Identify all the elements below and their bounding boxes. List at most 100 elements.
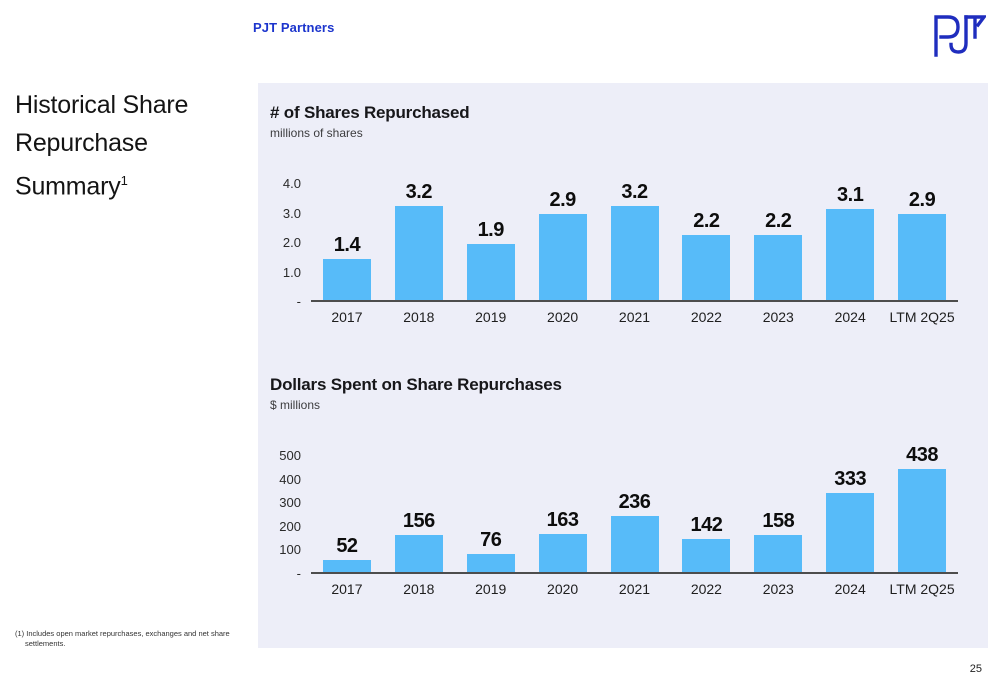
bar <box>466 554 515 572</box>
y-tick-label: 200 <box>279 518 301 534</box>
bar-slot: 3.2 <box>383 152 455 300</box>
bar <box>538 214 587 300</box>
bar-slot: 142 <box>670 424 742 572</box>
bar <box>754 235 803 300</box>
page-title: Historical Share Repurchase Summary1 <box>15 86 188 205</box>
bar <box>754 534 803 572</box>
bar-slot: 1.4 <box>311 152 383 300</box>
bar <box>826 493 875 572</box>
y-tick-label: 2.0 <box>282 235 301 250</box>
bar-slot: 2.9 <box>886 152 958 300</box>
x-axis-label: 2018 <box>403 581 435 597</box>
chart-subtitle: millions of shares <box>270 126 363 140</box>
x-axis-label: 2021 <box>618 581 651 597</box>
footnote: (1) Includes open market repurchases, ex… <box>15 629 230 648</box>
logo-letter-p <box>934 15 960 57</box>
bar <box>322 559 371 572</box>
y-tick-label: 300 <box>279 495 301 511</box>
bar-value-label: 142 <box>690 513 723 536</box>
bar-value-label: 158 <box>762 509 795 532</box>
x-axis-label: LTM 2Q25 <box>889 581 955 597</box>
dollars-spent-chart: Dollars Spent on Share Repurchases $ mil… <box>270 375 958 597</box>
bar-slot: 3.2 <box>599 152 671 300</box>
bar <box>682 235 731 300</box>
title-footnote-marker: 1 <box>120 173 128 188</box>
bar-value-label: 163 <box>546 508 579 531</box>
bar <box>610 516 659 572</box>
x-axis: 2017 2018 2019 2020 2021 2022 2023 2024 LTM 2Q25 <box>311 574 958 597</box>
bar-value-label: 3.2 <box>621 180 648 203</box>
y-tick-label: 1.0 <box>282 264 301 280</box>
bar-value-label: 2.9 <box>908 189 936 212</box>
bar-slot: 438 <box>886 424 958 572</box>
bar <box>610 205 659 300</box>
x-axis: 2017 2018 2019 2020 2021 2022 2023 2024 LTM 2Q25 <box>311 302 958 325</box>
bar-value-label: 3.1 <box>837 183 864 206</box>
y-tick-label: - <box>296 566 301 581</box>
chart-panel: # of Shares Repurchased millions of shar… <box>258 83 988 648</box>
y-tick-label: 3.0 <box>282 205 301 221</box>
bar <box>682 538 731 572</box>
bar-slot: 1.9 <box>455 152 527 300</box>
bar <box>538 533 587 572</box>
title-line-3: Summary <box>15 172 121 201</box>
y-tick-label: 400 <box>279 471 301 487</box>
x-axis-label: 2023 <box>762 581 794 597</box>
pjt-logo <box>934 15 986 57</box>
x-axis-label: 2020 <box>547 309 579 325</box>
x-axis-label: 2018 <box>403 309 435 325</box>
chart-title: Dollars Spent on Share Repurchases <box>270 375 562 394</box>
x-axis-label: 2020 <box>547 581 579 597</box>
bar-value-label: 1.4 <box>333 233 361 256</box>
bar-value-label: 3.2 <box>405 180 433 203</box>
bars-region: 52 156 76 163 236 142 158 333 438 <box>311 424 958 574</box>
x-axis-label: LTM 2Q25 <box>889 309 955 325</box>
bar-slot: 2.2 <box>670 152 742 300</box>
x-axis-label: 2017 <box>331 581 363 597</box>
x-axis-label: 2019 <box>475 581 507 597</box>
logo-letter-t <box>964 15 986 39</box>
bar <box>394 535 443 572</box>
bar <box>826 208 875 300</box>
plot-area: 4.0 3.0 2.0 1.0 - 1.4 3.2 1.9 2.9 3.2 2.2 2.2 3.1 2.… <box>270 152 958 309</box>
bar-slot: 333 <box>814 424 886 572</box>
bar-slot: 52 <box>311 424 383 572</box>
x-axis-label: 2019 <box>475 309 507 325</box>
bar-slot: 158 <box>742 424 814 572</box>
x-axis-label: 2023 <box>762 309 794 325</box>
logo-letter-j <box>949 15 968 54</box>
bar-value-label: 333 <box>834 468 867 491</box>
bar-value-label: 2.9 <box>549 189 576 212</box>
bar-slot: 2.2 <box>742 152 814 300</box>
y-tick-label: - <box>296 294 301 309</box>
brand-text: PJT Partners <box>253 20 335 35</box>
bar <box>898 214 947 300</box>
plot-area: 500 400 300 200 100 - 52 156 76 163 236 142 158 333 4… <box>270 424 958 581</box>
x-axis-label: 2022 <box>690 309 722 325</box>
y-axis: 500 400 300 200 100 - <box>270 424 311 581</box>
x-axis-label: 2021 <box>618 309 651 325</box>
shares-repurchased-chart: # of Shares Repurchased millions of shar… <box>270 103 958 325</box>
y-tick-label: 100 <box>279 542 301 558</box>
bar-slot: 156 <box>383 424 455 572</box>
bar <box>466 243 515 300</box>
x-axis-label: 2024 <box>834 581 866 597</box>
bar-slot: 163 <box>527 424 599 572</box>
bar-slot: 2.9 <box>527 152 599 300</box>
bar-value-label: 438 <box>906 443 938 466</box>
page-number: 25 <box>969 663 982 675</box>
bar-value-label: 2.2 <box>765 210 792 233</box>
bars-region: 1.4 3.2 1.9 2.9 3.2 2.2 2.2 3.1 2.9 <box>311 152 958 302</box>
bar <box>898 468 947 572</box>
chart-title: # of Shares Repurchased <box>270 103 470 122</box>
bar-slot: 76 <box>455 424 527 572</box>
bar <box>394 205 443 300</box>
y-tick-label: 4.0 <box>282 176 301 191</box>
x-axis-label: 2024 <box>834 309 866 325</box>
chart-subtitle: $ millions <box>270 398 321 412</box>
bar-value-label: 236 <box>618 491 651 514</box>
x-axis-label: 2022 <box>690 581 722 597</box>
y-axis: 4.0 3.0 2.0 1.0 - <box>270 152 311 309</box>
y-tick-label: 500 <box>279 448 301 463</box>
